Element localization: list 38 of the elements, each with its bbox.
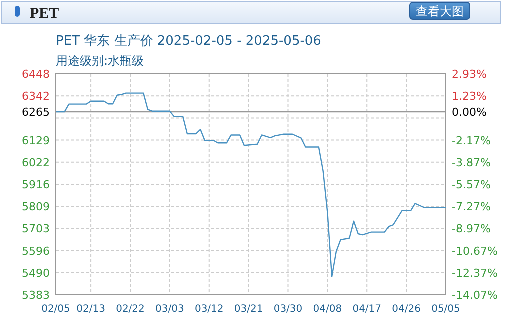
y-tick-label: 6265 <box>22 106 50 119</box>
x-tick-label: 03/30 <box>274 304 303 315</box>
line-series <box>55 92 447 278</box>
y-tick-label: 5916 <box>22 178 50 192</box>
y2-tick-label: 1.23% <box>452 90 487 104</box>
chart-subtitle: 用途级别:水瓶级 <box>56 54 144 68</box>
y2-tick-label: -8.97% <box>452 222 491 236</box>
chart-title: PET 华东 生产价 2025-02-05 - 2025-05-06 <box>56 34 322 49</box>
x-tick-label: 05/05 <box>432 304 460 315</box>
y-tick-label: 6022 <box>22 156 50 170</box>
y2-tick-label: -12.37% <box>452 266 498 280</box>
y2-tick-label: 2.93% <box>452 68 487 81</box>
y2-tick-label: -14.07% <box>452 289 498 302</box>
x-tick-label: 03/03 <box>156 304 184 315</box>
x-tick-label: 03/12 <box>194 304 224 315</box>
y-tick-label: 6342 <box>22 90 50 104</box>
text: PET <box>30 6 60 22</box>
y2-tick-label: 0.00% <box>452 106 487 120</box>
y-tick-label: 6129 <box>22 134 50 148</box>
x-tick-label: 02/05 <box>42 304 70 315</box>
y-tick-label: 5596 <box>22 244 50 258</box>
view-button: 查看大图 <box>410 2 470 20</box>
x-tick-label: 04/26 <box>392 304 421 315</box>
y2-tick-label: -7.27% <box>452 200 491 214</box>
y2-tick-label: -5.57% <box>452 178 491 192</box>
x-tick-label: 04/08 <box>313 304 342 315</box>
y-tick-label: 5809 <box>22 200 50 214</box>
x-tick-label: 04/17 <box>352 304 382 315</box>
y-tick-label: 5383 <box>22 289 50 302</box>
y-tick-label: 5490 <box>22 266 50 280</box>
y2-tick-label: -2.17% <box>452 134 491 148</box>
y2-tick-label: -3.87% <box>452 156 491 170</box>
y2-tick-label: -10.67% <box>452 244 498 258</box>
y-tick-label: 6448 <box>22 68 50 81</box>
x-tick-label: 02/13 <box>76 304 106 315</box>
x-tick-label: 02/22 <box>116 304 145 315</box>
y-tick-label: 5703 <box>22 222 50 236</box>
x-tick-label: 03/21 <box>234 304 264 315</box>
